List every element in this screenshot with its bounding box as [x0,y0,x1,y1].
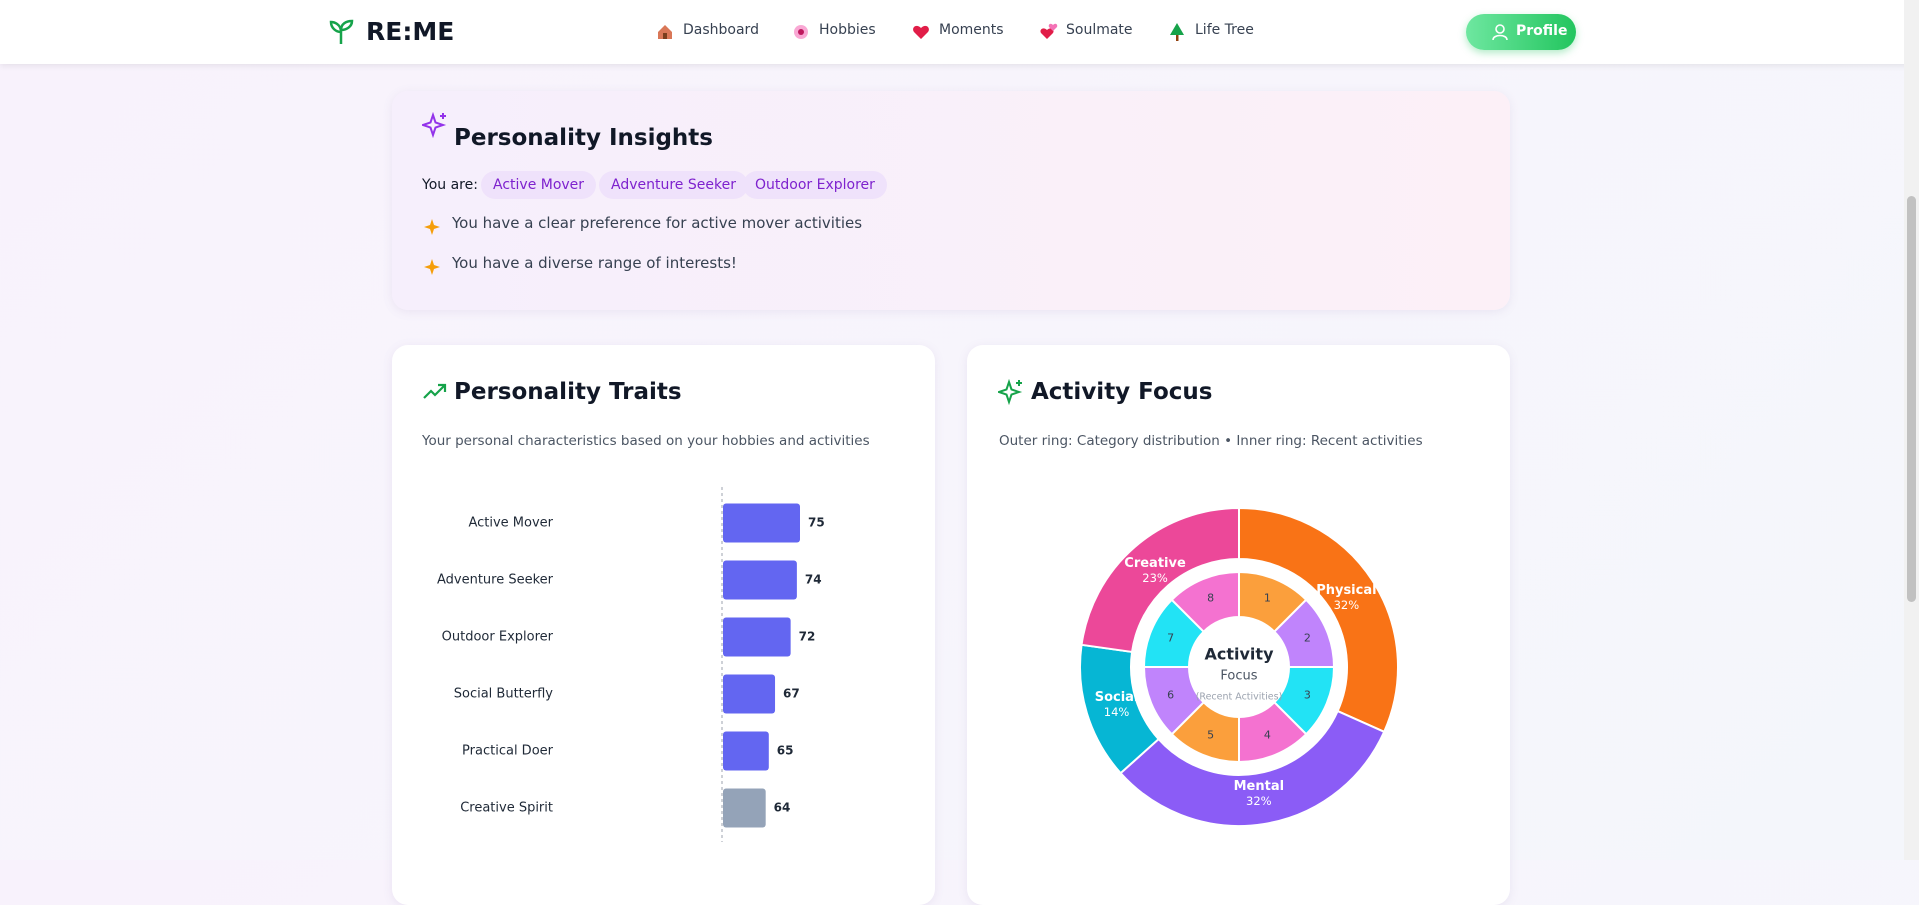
tag: Active Mover [481,171,597,199]
insights-title: Personality Insights [454,125,713,151]
sparkle-icon [998,379,1023,405]
outer-segment [1238,506,1399,734]
outer-segment [1080,506,1240,654]
nav-item[interactable]: Hobbies [819,22,876,38]
segment-value: 32% [1246,794,1272,808]
bar [723,674,776,714]
nav-item[interactable]: Life Tree [1195,22,1254,38]
center-title: Activity [1205,645,1275,664]
point-icon [424,219,440,235]
logo-icon [329,19,354,44]
trend-icon [423,383,447,399]
y-tick-label: Active Mover [468,516,553,531]
inner-label: 2 [1304,632,1311,645]
segment-label: Social [1095,690,1139,705]
y-tick-label: Practical Doer [462,744,554,759]
y-tick-label: Outdoor Explorer [442,630,554,645]
value-label: 65 [777,744,794,758]
value-label: 74 [805,573,822,587]
value-label: 64 [774,801,791,815]
page: RE:ME Dashboard Hobbies Moments Soulmate… [0,0,1919,860]
navbar: RE:ME Dashboard Hobbies Moments Soulmate… [0,0,1919,64]
scrollbar-thumb[interactable] [1907,196,1916,602]
tag: Outdoor Explorer [743,171,887,199]
segment-label: Creative [1124,556,1186,571]
point-icon [424,259,440,275]
nav-item[interactable]: Dashboard [683,22,759,38]
inner-label: 7 [1167,632,1174,645]
insight-point: You have a clear preference for active m… [452,214,863,232]
nav-icon [1170,23,1184,41]
outer-segment [1119,709,1386,827]
you-are: You are: [422,177,478,193]
bar [723,788,766,828]
y-tick-label: Adventure Seeker [437,573,554,588]
traits-card: Personality Traits Your personal charact… [392,345,935,905]
segment-value: 14% [1104,705,1130,719]
segment-value: 32% [1334,598,1360,612]
nav-item[interactable]: Soulmate [1066,22,1133,38]
tag: Adventure Seeker [599,171,748,199]
nav-icon [794,25,808,39]
brand[interactable]: RE:ME [366,17,455,46]
profile-button[interactable]: Profile [1466,14,1576,50]
nav-item[interactable]: Moments [939,22,1004,38]
segment-label: Physical [1316,583,1376,598]
traits-subtitle: Your personal characteristics based on y… [422,433,870,449]
bar [723,503,800,543]
y-tick-label: Social Butterfly [454,687,554,702]
profile-icon [1492,24,1508,41]
inner-label: 4 [1264,728,1271,741]
inner-label: 1 [1264,592,1271,605]
bar [723,617,791,657]
inner-label: 6 [1167,688,1174,701]
sparkle-icon [422,112,447,138]
inner-label: 5 [1207,728,1214,741]
value-label: 72 [799,630,816,644]
traits-title: Personality Traits [454,379,682,405]
focus-title: Activity Focus [1031,379,1213,405]
profile-label: Profile [1516,23,1568,39]
segment-label: Mental [1234,779,1284,794]
value-label: 67 [783,687,800,701]
center-note: (Recent Activities) [1196,692,1283,703]
inner-label: 3 [1304,688,1311,701]
inner-label: 8 [1207,592,1214,605]
inner-segment [1170,570,1240,634]
y-tick-label: Creative Spirit [460,801,553,816]
bar [723,560,797,600]
value-label: 75 [808,516,825,530]
nav-icon [913,25,929,39]
insight-point: You have a diverse range of interests! [452,254,737,272]
nav-icon [1040,23,1058,39]
center-subtitle: Focus [1220,669,1257,684]
bar [723,731,769,771]
insights-card: Personality Insights [392,91,1510,310]
nav-icon [658,25,672,39]
focus-subtitle: Outer ring: Category distribution • Inne… [999,433,1423,449]
segment-value: 23% [1142,571,1168,585]
